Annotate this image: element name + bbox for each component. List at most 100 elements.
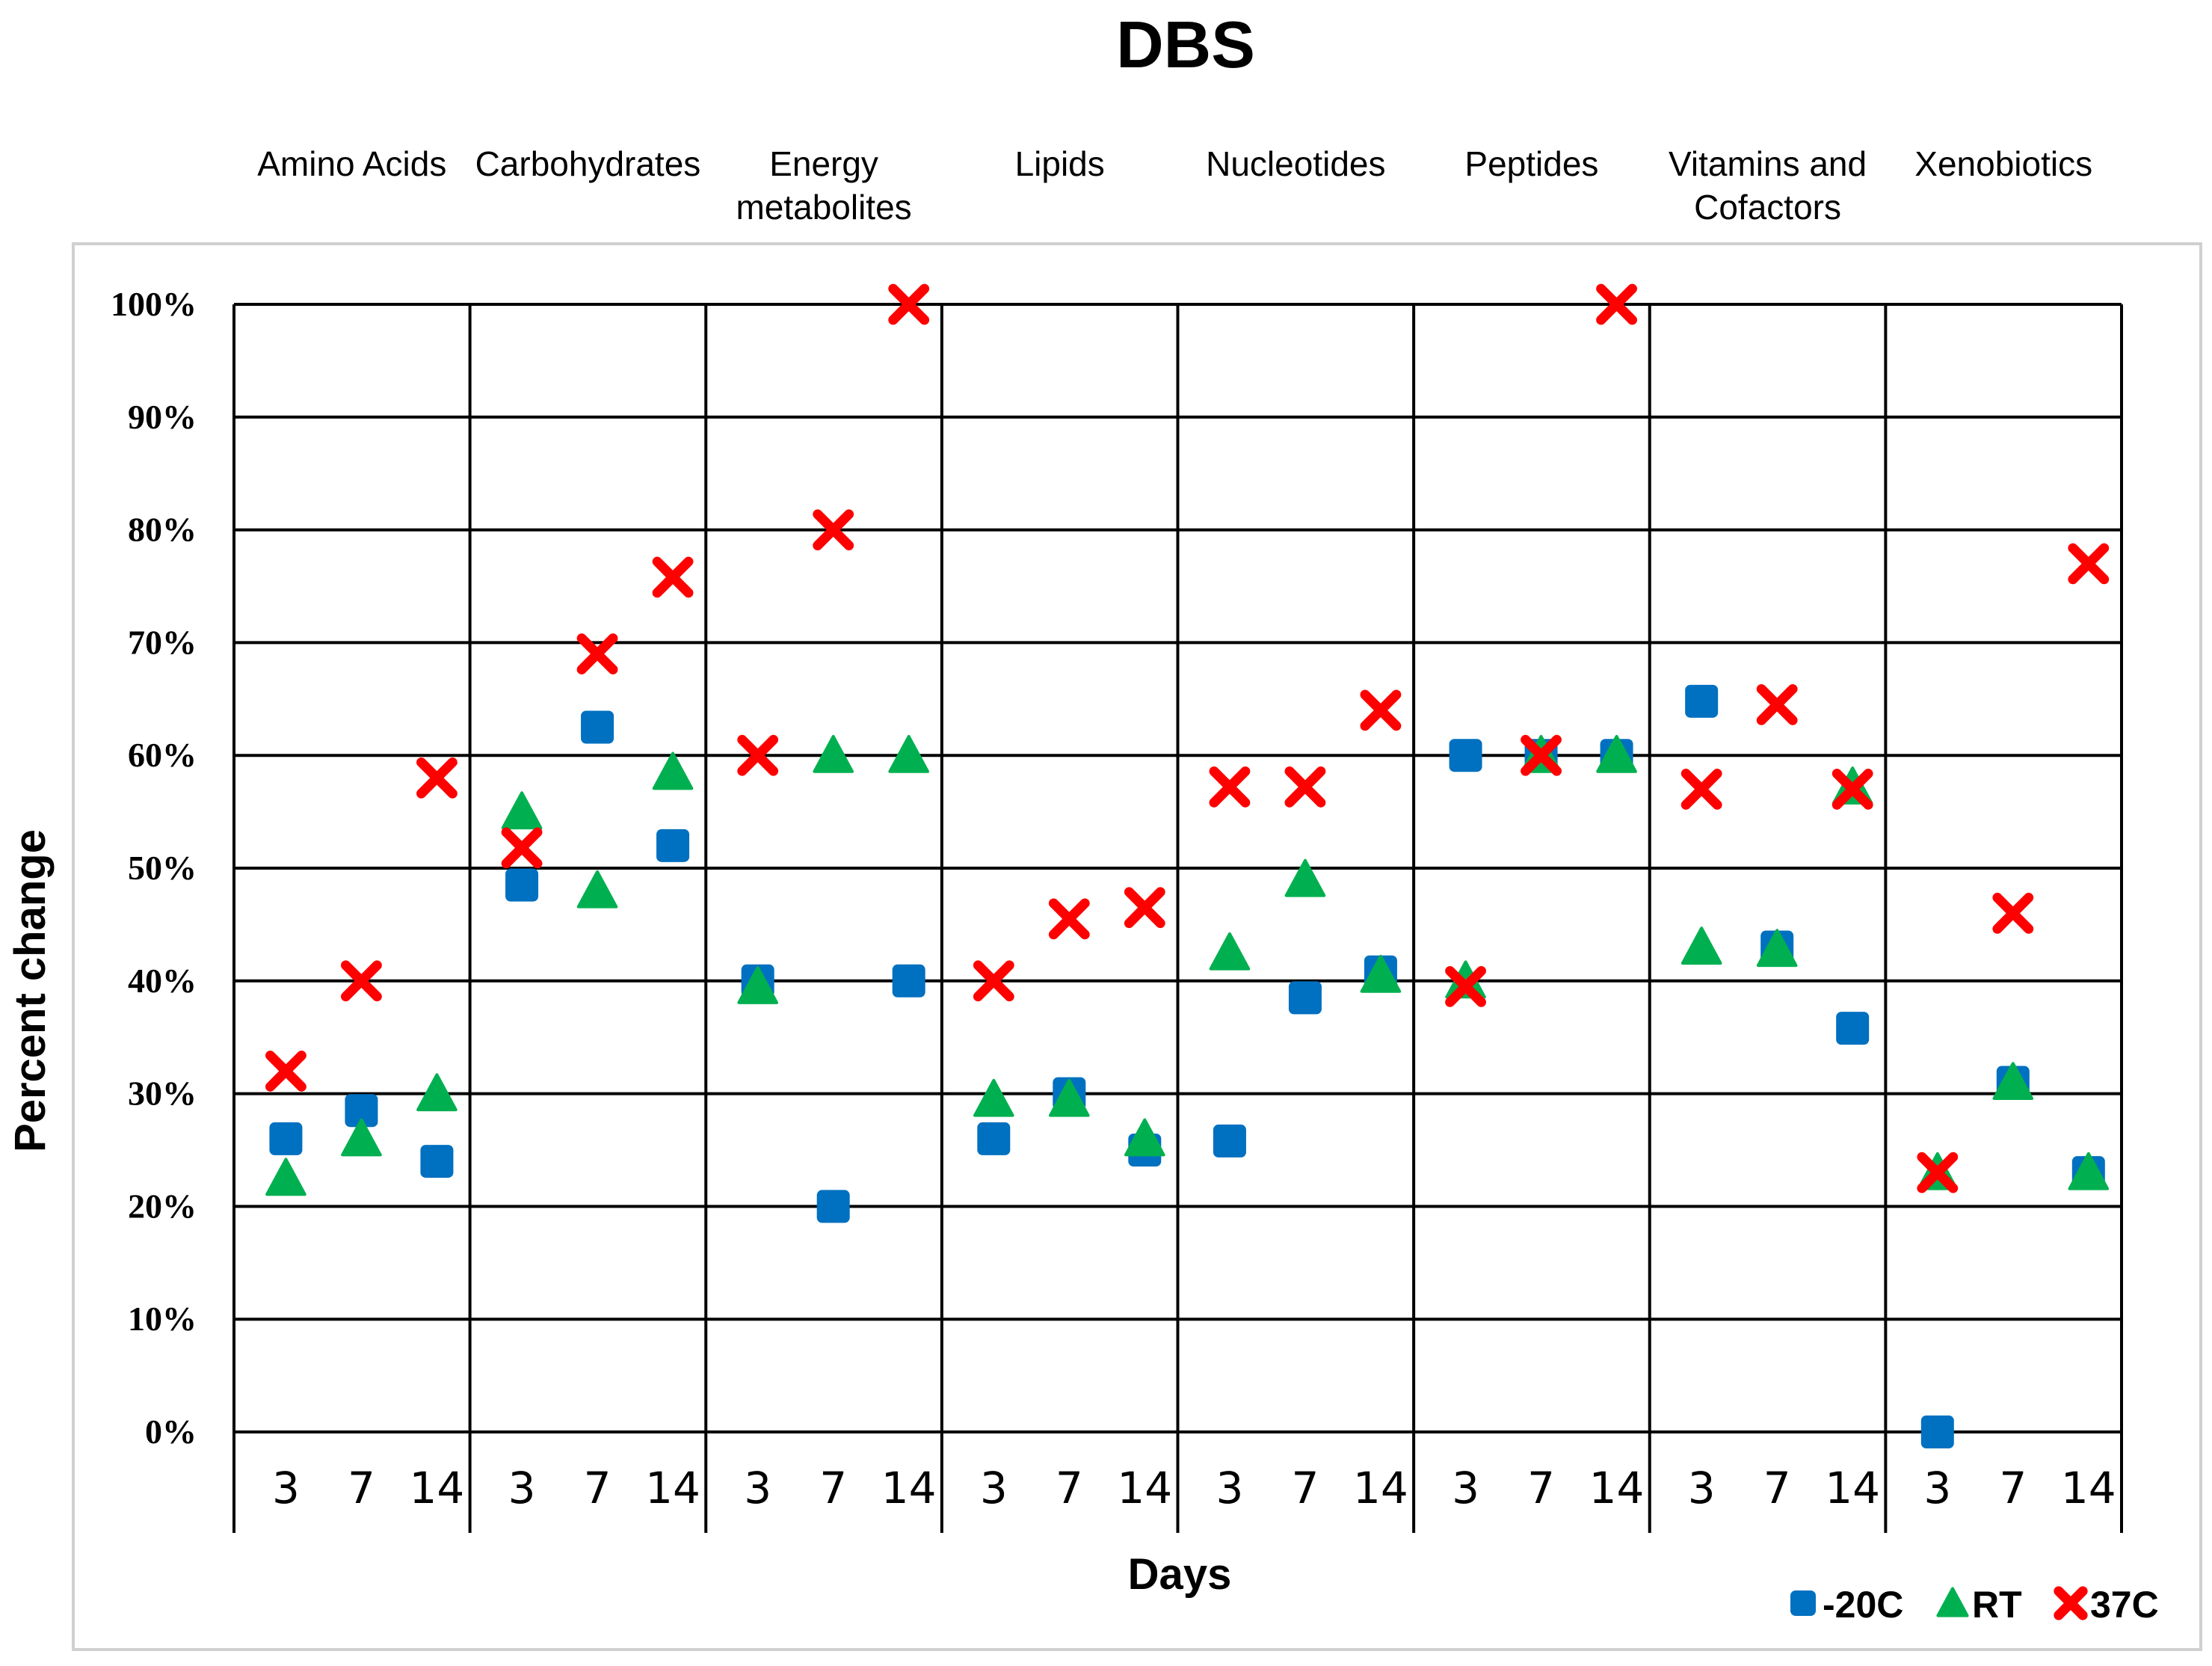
data-points	[265, 283, 2110, 1448]
point-square	[1920, 1416, 1954, 1448]
point-triangle	[1049, 1078, 1090, 1117]
legend-label: -20C	[1823, 1584, 1903, 1626]
chart-title: DBS	[1116, 7, 1255, 82]
x-tick-label: 7	[1763, 1463, 1791, 1513]
point-x	[1445, 965, 1486, 1007]
point-x	[341, 960, 382, 1002]
point-x	[813, 509, 854, 550]
x-tick-label: 3	[272, 1463, 300, 1513]
point-x	[1596, 283, 1637, 325]
y-tick-label: 30%	[128, 1075, 197, 1113]
x-tick-label: 7	[819, 1463, 847, 1513]
y-tick-label: 80%	[128, 511, 197, 549]
point-x	[1209, 766, 1251, 808]
point-x	[1831, 769, 1873, 810]
y-tick-label: 50%	[128, 849, 197, 887]
point-x	[1048, 898, 1090, 940]
point-x	[1360, 689, 1402, 731]
point-x	[652, 556, 694, 598]
group-label: Energy metabolites	[736, 144, 911, 227]
x-tick-label: 7	[348, 1463, 375, 1513]
point-square	[1449, 739, 1482, 772]
point-square	[656, 829, 690, 862]
x-tick-label: 3	[980, 1463, 1008, 1513]
chart-frame	[72, 242, 2202, 1651]
y-tick-labels: 0% 10% 20% 30% 40% 50% 60% 70% 80% 90% 100%	[111, 285, 197, 1451]
x-tick-label: 14	[1353, 1463, 1408, 1513]
group-label: Carbohydrates	[475, 144, 701, 183]
point-triangle	[341, 1118, 382, 1157]
legend-label: RT	[1972, 1584, 2022, 1626]
point-x	[265, 1051, 306, 1092]
point-triangle	[652, 751, 694, 790]
point-triangle	[501, 791, 543, 830]
x-tick-label: 7	[1999, 1463, 2027, 1513]
point-triangle	[1680, 926, 1722, 965]
plot-grid	[232, 303, 2123, 1533]
point-square	[505, 868, 539, 902]
point-x	[416, 757, 458, 799]
point-triangle	[973, 1078, 1014, 1117]
x-tick-label: 14	[410, 1463, 465, 1513]
group-label: Peptides	[1464, 144, 1598, 183]
point-x	[501, 827, 543, 869]
x-tick-label: 3	[1688, 1463, 1716, 1513]
point-triangle	[888, 734, 929, 773]
x-tick-label: 7	[1056, 1463, 1083, 1513]
point-square	[345, 1094, 378, 1128]
point-x	[1992, 892, 2034, 934]
x-tick-label: 14	[2061, 1463, 2116, 1513]
point-x	[973, 960, 1014, 1002]
y-tick-label: 0%	[145, 1413, 197, 1451]
legend: -20C RT 37C	[1790, 1584, 2159, 1626]
y-tick-label: 60%	[128, 736, 197, 774]
point-x	[1521, 734, 1562, 776]
point-square	[1836, 1012, 1870, 1045]
y-tick-label: 20%	[128, 1187, 197, 1225]
point-x	[1284, 766, 1326, 808]
x-tick-label: 7	[1291, 1463, 1319, 1513]
group-label: Nucleotides	[1206, 144, 1385, 183]
x-tick-label: 3	[1452, 1463, 1479, 1513]
point-triangle	[813, 734, 854, 773]
y-tick-label: 10%	[128, 1300, 197, 1338]
group-label: Amino Acids	[257, 144, 446, 183]
point-triangle	[1756, 929, 1798, 968]
y-axis-label: Percent change	[6, 829, 55, 1152]
x-tick-label: 14	[881, 1463, 937, 1513]
x-tick-label: 3	[1923, 1463, 1951, 1513]
y-tick-label: 40%	[128, 962, 197, 1000]
point-x	[888, 283, 930, 325]
point-x	[737, 734, 779, 776]
point-square	[1288, 981, 1322, 1015]
x-tick-label: 14	[645, 1463, 700, 1513]
point-triangle	[1284, 858, 1326, 897]
point-square	[1685, 684, 1719, 718]
legend-marker-x	[2054, 1586, 2088, 1620]
y-tick-label: 90%	[128, 398, 197, 436]
point-square	[816, 1190, 850, 1223]
point-square	[977, 1122, 1011, 1155]
point-triangle	[1992, 1062, 2034, 1101]
x-tick-label: 7	[1527, 1463, 1555, 1513]
point-triangle	[737, 966, 778, 1004]
x-tick-labels: 3 7 14 3 7 14 3 7 14 3 7 14 3 7 14 3 7 14 3 7 14 3 7 14	[272, 1463, 2116, 1513]
point-triangle	[1360, 954, 1402, 993]
point-triangle	[1596, 734, 1637, 773]
point-triangle	[1124, 1118, 1165, 1157]
x-tick-label: 14	[1589, 1463, 1645, 1513]
x-tick-label: 3	[508, 1463, 536, 1513]
point-square	[581, 710, 614, 744]
x-tick-label: 3	[1216, 1463, 1243, 1513]
series-37C	[265, 283, 2110, 1193]
point-square	[420, 1145, 454, 1178]
x-axis-label: Days	[1128, 1550, 1232, 1599]
point-triangle	[416, 1073, 458, 1112]
group-labels: Amino Acids Carbohydrates Energy metabolite…	[257, 144, 2092, 227]
group-label: Xenobiotics	[1914, 144, 2092, 183]
point-x	[576, 633, 618, 674]
point-triangle	[576, 870, 618, 909]
legend-label: 37C	[2090, 1584, 2159, 1626]
x-tick-label: 7	[584, 1463, 611, 1513]
